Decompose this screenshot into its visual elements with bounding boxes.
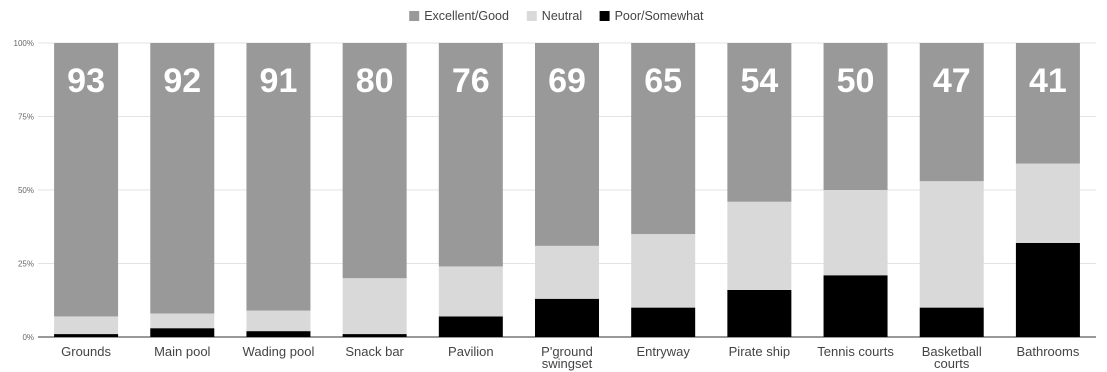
data-label: 47 xyxy=(933,62,971,100)
data-label: 65 xyxy=(644,62,682,100)
category-label: Grounds xyxy=(61,344,111,359)
bar-segment-neutral xyxy=(438,266,503,317)
legend-item: Excellent/Good xyxy=(409,9,509,23)
data-label: 69 xyxy=(548,62,586,100)
y-axis: 0% 25% 50% 75% 100% xyxy=(14,39,34,342)
legend-swatch xyxy=(526,11,537,21)
legend-swatch xyxy=(599,11,610,21)
data-label: 54 xyxy=(740,62,778,100)
legend-swatch xyxy=(409,11,420,21)
category-label: Wading pool xyxy=(243,344,315,359)
bar-segment-neutral xyxy=(342,278,407,335)
bar-segment-poor-somewhat xyxy=(1015,242,1080,337)
y-tick-label: 100% xyxy=(14,39,34,48)
bar-segment-poor-somewhat xyxy=(823,275,888,337)
legend-label: Neutral xyxy=(542,9,582,23)
bar-segment-neutral xyxy=(150,313,215,329)
category-label-line: Pirate ship xyxy=(729,344,790,359)
bar-segment-excellent-good xyxy=(150,43,215,314)
legend-label: Excellent/Good xyxy=(424,9,509,23)
category-label: Tennis courts xyxy=(817,344,894,359)
bar-segment-neutral xyxy=(823,190,888,276)
category-label-line: Pavilion xyxy=(448,344,494,359)
category-label-line: Basketball xyxy=(922,344,982,359)
bar-segment-poor-somewhat xyxy=(54,334,119,337)
bar-segment-poor-somewhat xyxy=(727,289,792,337)
bar-segment-poor-somewhat xyxy=(246,331,311,337)
bar-segment-neutral xyxy=(535,245,599,299)
data-label: 91 xyxy=(260,62,298,100)
bar-segment-excellent-good xyxy=(438,43,503,267)
category-label-line: Entryway xyxy=(636,344,690,359)
bar-segment-neutral xyxy=(919,181,984,308)
legend-item: Poor/Somewhat xyxy=(599,9,704,23)
bar-segment-neutral xyxy=(631,234,696,308)
category-label: Pavilion xyxy=(448,344,494,359)
category-label: P'ground swingset xyxy=(541,344,593,371)
data-labels: 93 92 91 80 76 69 65 54 50 47 41 xyxy=(67,62,1067,100)
bar-segment-excellent-good xyxy=(823,43,888,190)
legend-item: Neutral xyxy=(526,9,582,23)
data-label: 50 xyxy=(837,62,875,100)
bar-segment-neutral xyxy=(727,201,792,290)
y-tick-label: 25% xyxy=(18,260,34,269)
x-axis: Grounds Main pool Wading pool Snack bar Pavi… xyxy=(61,344,1080,371)
legend: Excellent/Good Neutral Poor/Somewhat xyxy=(409,9,704,23)
bar-segment-excellent-good xyxy=(631,43,696,235)
bar-segment-excellent-good xyxy=(919,43,984,182)
y-tick-label: 0% xyxy=(22,333,34,342)
bar-segment-poor-somewhat xyxy=(631,307,696,337)
category-label: Entryway xyxy=(636,344,690,359)
data-label: 76 xyxy=(452,62,490,100)
bar-segment-poor-somewhat xyxy=(919,307,984,337)
category-label-line: courts xyxy=(934,356,970,371)
bar-segment-excellent-good xyxy=(54,43,119,317)
bar-segment-poor-somewhat xyxy=(535,298,599,337)
data-label: 41 xyxy=(1029,62,1067,100)
category-label: Bathrooms xyxy=(1016,344,1079,359)
y-tick-label: 75% xyxy=(18,113,34,122)
bar-segment-excellent-good xyxy=(535,43,599,246)
bar-segment-poor-somewhat xyxy=(150,328,215,337)
category-label: Snack bar xyxy=(345,344,404,359)
category-label-line: Main pool xyxy=(154,344,210,359)
bar-segment-excellent-good xyxy=(246,43,311,311)
bar-segment-excellent-good xyxy=(342,43,407,279)
y-tick-label: 50% xyxy=(18,186,34,195)
bar-segment-excellent-good xyxy=(1015,43,1080,164)
data-label: 93 xyxy=(67,62,105,100)
category-label: Pirate ship xyxy=(729,344,790,359)
category-label-line: Wading pool xyxy=(243,344,315,359)
bar-segment-neutral xyxy=(246,310,311,332)
bar-segment-neutral xyxy=(54,316,119,335)
bar-segment-neutral xyxy=(1015,163,1080,243)
category-label-line: swingset xyxy=(542,356,593,371)
category-label: Main pool xyxy=(154,344,210,359)
category-label: Basketball courts xyxy=(922,344,982,371)
category-label-line: P'ground xyxy=(541,344,593,359)
legend-label: Poor/Somewhat xyxy=(615,9,704,23)
category-label-line: Tennis courts xyxy=(817,344,894,359)
bar-segment-excellent-good xyxy=(727,43,792,202)
category-label-line: Bathrooms xyxy=(1016,344,1079,359)
data-label: 92 xyxy=(163,62,201,100)
bar-segment-poor-somewhat xyxy=(438,316,503,337)
bars xyxy=(54,43,1080,337)
category-label-line: Grounds xyxy=(61,344,111,359)
data-label: 80 xyxy=(356,62,394,100)
category-label-line: Snack bar xyxy=(345,344,404,359)
bar-segment-poor-somewhat xyxy=(342,334,407,337)
